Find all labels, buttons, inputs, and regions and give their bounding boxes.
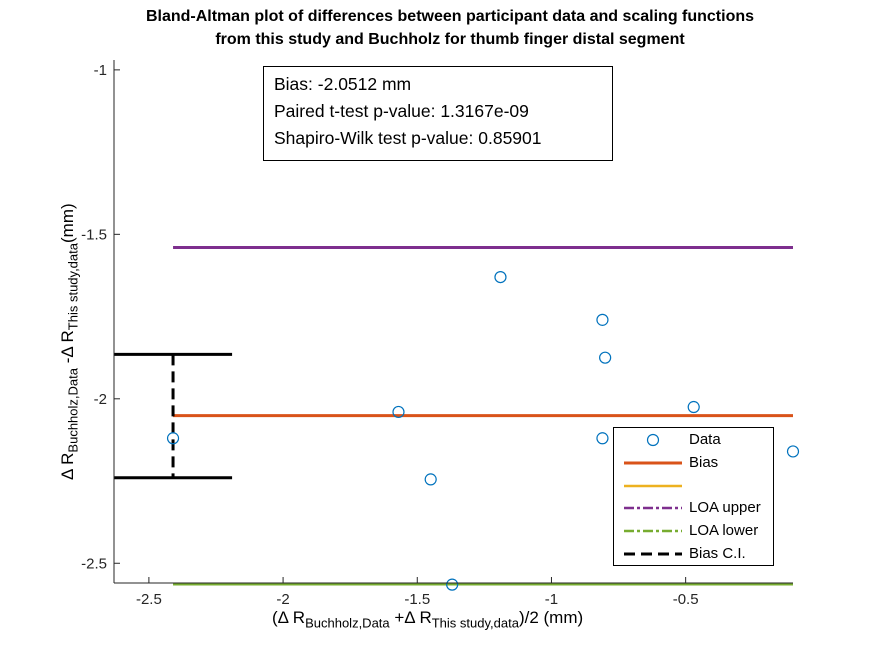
legend-line-bias-icon [624, 461, 682, 465]
legend: Data Bias LOA upper LOA lower Bias C.I. [613, 427, 774, 566]
x-tick-label: -2 [276, 591, 289, 608]
x-tick-label: -2.5 [136, 591, 162, 608]
legend-label-loa-lower: LOA lower [689, 522, 759, 540]
chart-title-line2: from this study and Buchholz for thumb f… [215, 31, 685, 48]
y-tick-label: -1.5 [81, 226, 107, 243]
legend-marker-data-icon [646, 433, 660, 447]
annotation-shapiro: Shapiro-Wilk test p-value: 0.85901 [274, 128, 542, 148]
data-point [599, 351, 612, 364]
y-axis-label-part: (mm) [58, 203, 77, 243]
data-point [687, 400, 700, 414]
y-tick-label: -1 [94, 62, 107, 79]
stats-annotation-box: Bias: -2.0512 mm Paired t-test p-value: … [263, 66, 613, 161]
x-axis-label-sub: This study,data [431, 615, 519, 631]
legend-item-loa-upper: LOA upper [614, 496, 773, 519]
data-point [446, 578, 459, 591]
x-axis-label: (Δ RBuchholz,Data +Δ RThis study,data)/2… [272, 608, 583, 630]
annotation-ttest: Paired t-test p-value: 1.3167e-09 [274, 101, 529, 121]
legend-item-unnamed [614, 474, 773, 497]
y-axis-label-sub: This study,data [65, 243, 81, 331]
data-point [494, 270, 507, 284]
annotation-bias: Bias: -2.0512 mm [274, 74, 412, 94]
x-axis-label-part: (Δ R [272, 608, 306, 627]
y-axis-label-part: Δ R [58, 452, 77, 480]
chart-title: Bland-Altman plot of differences between… [0, 5, 875, 51]
legend-item-loa-lower: LOA lower [614, 519, 773, 542]
legend-label-bias: Bias [689, 453, 719, 471]
legend-line-unnamed-icon [624, 484, 682, 487]
x-axis-label-part: )/2 (mm) [518, 608, 584, 627]
y-tick-label: -2.5 [81, 555, 107, 572]
legend-label-data: Data [689, 431, 721, 448]
legend-item-bias: Bias [614, 451, 773, 474]
data-point [392, 405, 405, 419]
x-tick-label: -1 [545, 591, 558, 608]
data-point [424, 473, 437, 486]
x-tick-label: -0.5 [673, 591, 699, 608]
chart-title-line1: Bland-Altman plot of differences between… [145, 8, 755, 25]
data-point [596, 432, 609, 445]
series-layer [114, 245, 800, 591]
data-point [786, 445, 800, 458]
legend-line-bias-ci-icon [624, 552, 682, 556]
legend-line-loa-lower-icon [624, 529, 682, 533]
x-axis-label-sub: Buchholz,Data [305, 615, 390, 631]
legend-item-data: Data [614, 428, 773, 451]
legend-label-bias-ci: Bias C.I. [689, 544, 746, 562]
y-axis-label-sub: Buchholz,Data [65, 368, 81, 453]
legend-label-loa-upper: LOA upper [689, 499, 761, 517]
y-axis-label-part: -Δ R [58, 330, 77, 369]
y-tick-label: -2 [94, 391, 107, 408]
legend-line-loa-upper-icon [624, 507, 682, 510]
x-axis-label-part: +Δ R [389, 608, 432, 627]
legend-item-bias-ci: Bias C.I. [614, 542, 773, 565]
data-point [596, 313, 609, 326]
axes-layer: -2.5 -2 -1.5 -1 -0.5 -1 -1.5 -2 -2.5 [81, 60, 793, 608]
data-point [166, 432, 180, 445]
x-tick-label: -1.5 [404, 591, 430, 608]
